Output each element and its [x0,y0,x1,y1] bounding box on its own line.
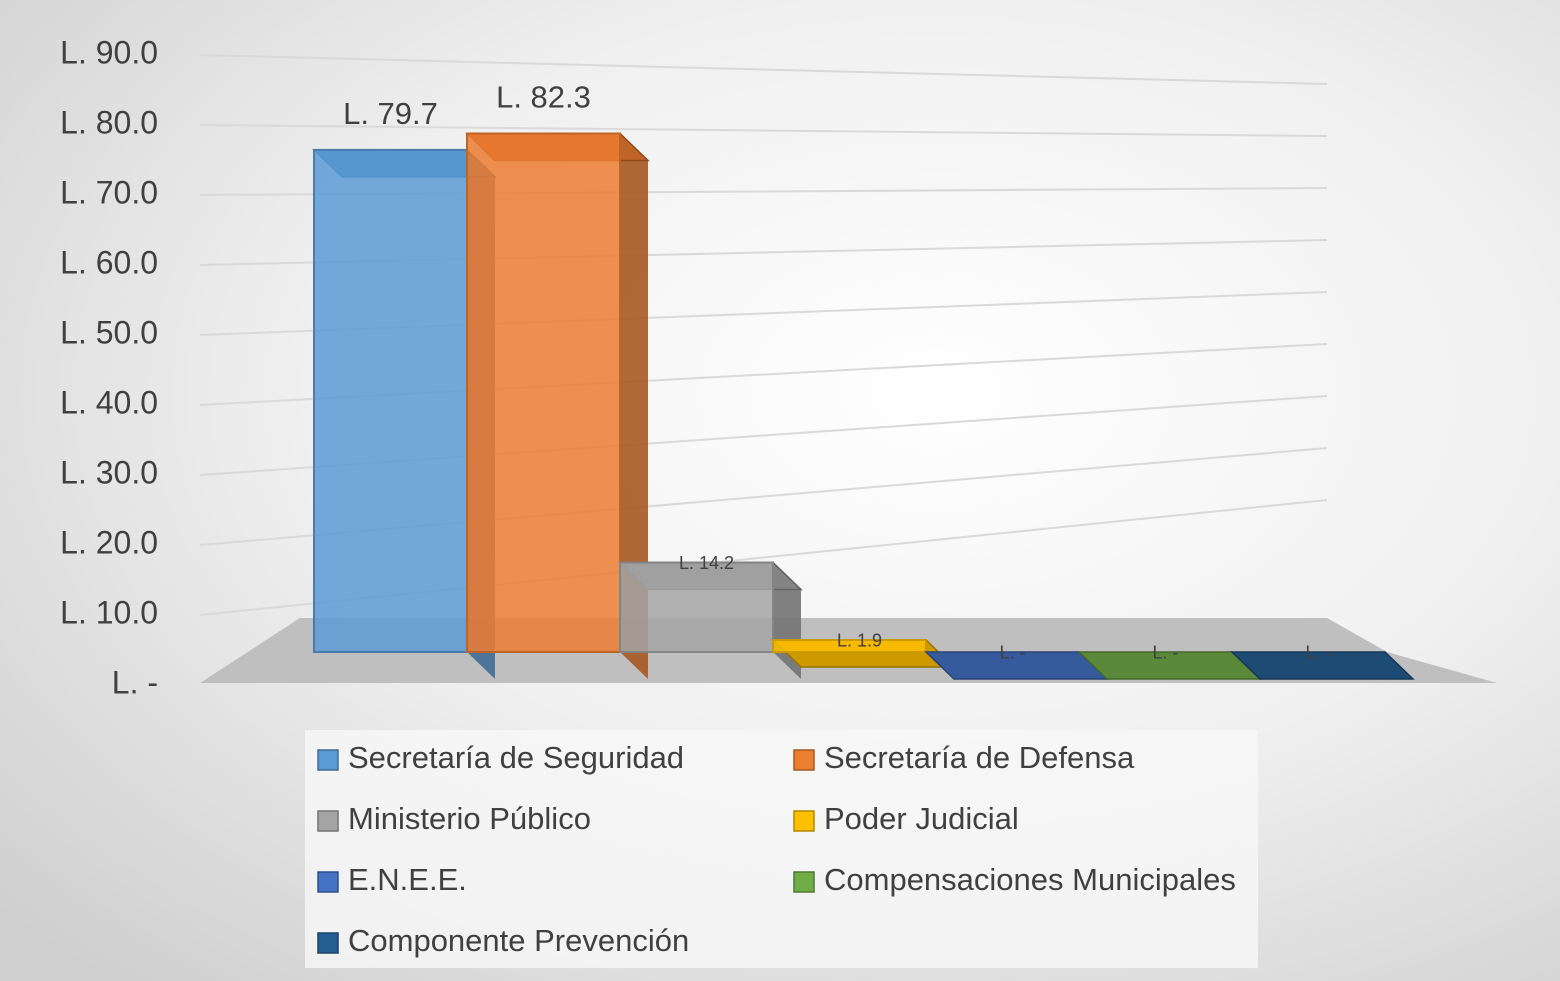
y-tick-label: L. 40.0 [60,384,158,420]
legend-label: E.N.E.E. [348,862,467,897]
y-tick-label: L. 10.0 [60,594,158,630]
legend-label: Secretaría de Seguridad [348,740,684,775]
data-label: L. - [1305,642,1331,662]
data-label: L. 79.7 [343,96,438,131]
grid-line [199,54,1328,85]
legend-label: Ministerio Público [348,801,591,836]
y-tick-label: L. 20.0 [60,524,158,560]
y-tick-label: L. 80.0 [60,104,158,140]
bar [619,561,774,653]
legend-label: Componente Prevención [348,923,689,958]
data-label: L. - [999,642,1025,662]
legend-swatch [317,871,339,893]
legend-label: Compensaciones Municipales [824,862,1236,897]
y-tick-label: L. 60.0 [60,244,158,280]
legend-swatch [317,810,339,832]
legend-swatch [793,871,815,893]
legend-label: Secretaría de Defensa [824,740,1135,775]
y-tick-label: L. - [112,664,158,700]
y-tick-label: L. 90.0 [60,34,158,70]
legend-swatch [793,810,815,832]
bar [772,639,927,654]
grid-line [199,124,1328,137]
legend-label: Poder Judicial [824,801,1019,836]
data-label: L. 14.2 [679,553,734,573]
data-label: L. 1.9 [837,630,882,650]
legend-swatch [317,932,339,954]
legend-swatch [317,749,339,771]
y-tick-label: L. 70.0 [60,174,158,210]
bar [466,132,621,653]
y-tick-label: L. 50.0 [60,314,158,350]
bar-top [1230,651,1415,680]
legend-swatch [793,749,815,771]
bar-side [620,133,648,679]
legend-box [305,730,1258,968]
data-label: L. 82.3 [496,80,591,115]
bar [313,148,468,653]
y-tick-label: L. 30.0 [60,454,158,490]
data-label: L. - [1152,642,1178,662]
